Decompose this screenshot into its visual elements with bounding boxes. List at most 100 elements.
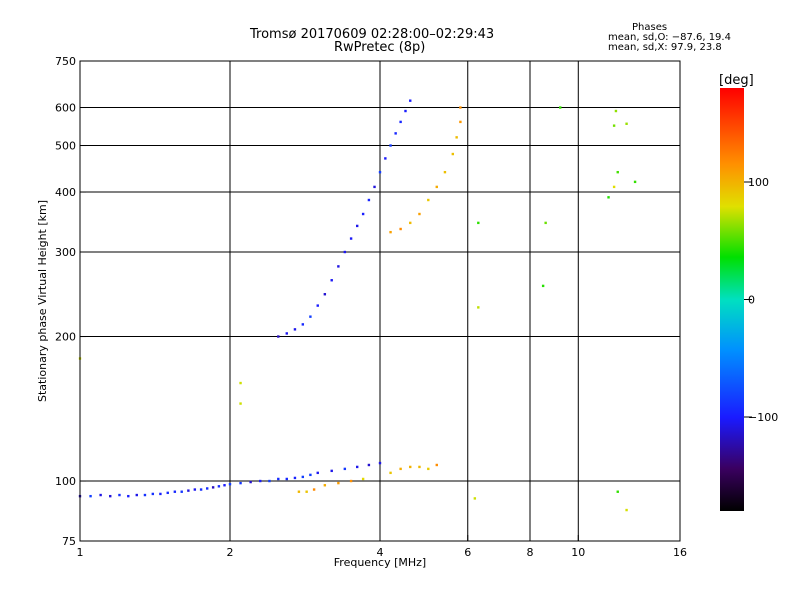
- y-tick-label: 750: [55, 55, 76, 68]
- data-point: [109, 494, 112, 498]
- data-point: [239, 481, 242, 485]
- data-point: [312, 488, 316, 491]
- data-point: [607, 196, 610, 199]
- phases-stats-title: Phases: [632, 22, 668, 33]
- data-point: [323, 484, 327, 487]
- data-point: [127, 494, 130, 498]
- data-point: [389, 471, 392, 475]
- data-point: [443, 170, 447, 174]
- data-point: [435, 185, 438, 189]
- data-point: [259, 479, 262, 483]
- x-tick-label: 1: [77, 546, 84, 559]
- data-point: [544, 221, 547, 225]
- data-point: [541, 284, 545, 288]
- data-point: [409, 99, 412, 102]
- data-point: [316, 304, 319, 307]
- data-point: [159, 492, 162, 496]
- data-point: [378, 461, 382, 465]
- data-point: [293, 328, 297, 331]
- data-point: [418, 465, 421, 469]
- data-point: [211, 486, 215, 489]
- data-point: [277, 335, 280, 338]
- data-point: [355, 465, 359, 469]
- data-point: [285, 477, 288, 481]
- data-point: [228, 482, 232, 486]
- y-tick-label: 600: [55, 102, 76, 115]
- y-tick-label: 300: [55, 246, 76, 259]
- data-point: [337, 265, 340, 268]
- data-point: [239, 381, 242, 385]
- colorbar-label: [deg]: [719, 73, 754, 88]
- data-point: [477, 221, 480, 225]
- data-point: [217, 485, 221, 488]
- y-tick-label: 400: [55, 186, 76, 199]
- x-tick-label: 4: [377, 546, 384, 559]
- data-point: [399, 227, 402, 231]
- data-point: [384, 157, 387, 160]
- data-point: [389, 230, 392, 234]
- data-point: [223, 484, 226, 487]
- data-point: [633, 180, 637, 184]
- x-tick-label: 16: [673, 546, 687, 559]
- data-point: [277, 477, 280, 481]
- data-point: [337, 481, 340, 485]
- data-point: [166, 491, 169, 495]
- chart-title-line2: RwPretec (8p): [334, 40, 426, 55]
- data-point: [239, 402, 242, 405]
- data-point: [99, 493, 102, 497]
- data-point: [435, 463, 438, 467]
- data-point: [187, 489, 190, 492]
- data-point: [612, 124, 616, 127]
- data-point: [409, 465, 412, 469]
- data-point: [427, 198, 430, 202]
- data-point: [477, 306, 480, 309]
- data-point: [297, 490, 301, 493]
- data-point: [143, 493, 147, 497]
- data-point: [367, 198, 371, 202]
- data-point: [343, 467, 347, 471]
- chart-title-line1: Tromsø 20170609 02:28:00–02:29:43: [250, 27, 495, 42]
- phases-stats-o: mean, sd,O: −87.6, 19.4: [608, 32, 731, 43]
- data-point: [349, 479, 353, 483]
- data-point: [418, 212, 421, 216]
- colorbar-tick-label: −100: [748, 411, 778, 424]
- data-point: [559, 106, 562, 109]
- data-point: [301, 323, 305, 326]
- data-point: [612, 185, 616, 189]
- data-point: [330, 279, 333, 282]
- data-point: [316, 471, 319, 475]
- data-point: [451, 152, 455, 156]
- data-point: [394, 132, 397, 135]
- data-point: [180, 490, 183, 493]
- y-tick-label: 200: [55, 331, 76, 344]
- data-point: [616, 170, 619, 174]
- data-point: [427, 467, 430, 471]
- data-point: [349, 237, 353, 240]
- data-point: [199, 488, 203, 491]
- data-point: [455, 136, 458, 139]
- data-point: [193, 488, 197, 491]
- data-point: [118, 493, 121, 497]
- data-point: [459, 120, 462, 124]
- data-point: [409, 221, 412, 225]
- data-point: [399, 467, 402, 471]
- data-point: [268, 479, 271, 483]
- data-point: [301, 475, 305, 479]
- x-tick-label: 10: [571, 546, 585, 559]
- data-point: [309, 315, 312, 318]
- y-tick-label: 75: [62, 535, 76, 548]
- data-point: [285, 332, 288, 335]
- y-tick-label: 500: [55, 140, 76, 153]
- data-point: [293, 476, 297, 480]
- data-point: [404, 109, 407, 113]
- x-axis-label: Frequency [MHz]: [334, 556, 426, 569]
- data-point: [323, 293, 327, 296]
- data-point: [305, 490, 308, 493]
- data-point: [625, 508, 628, 512]
- data-point: [173, 490, 177, 493]
- data-point: [361, 477, 365, 481]
- data-point: [89, 494, 92, 498]
- data-point: [389, 144, 392, 147]
- data-point: [343, 250, 347, 254]
